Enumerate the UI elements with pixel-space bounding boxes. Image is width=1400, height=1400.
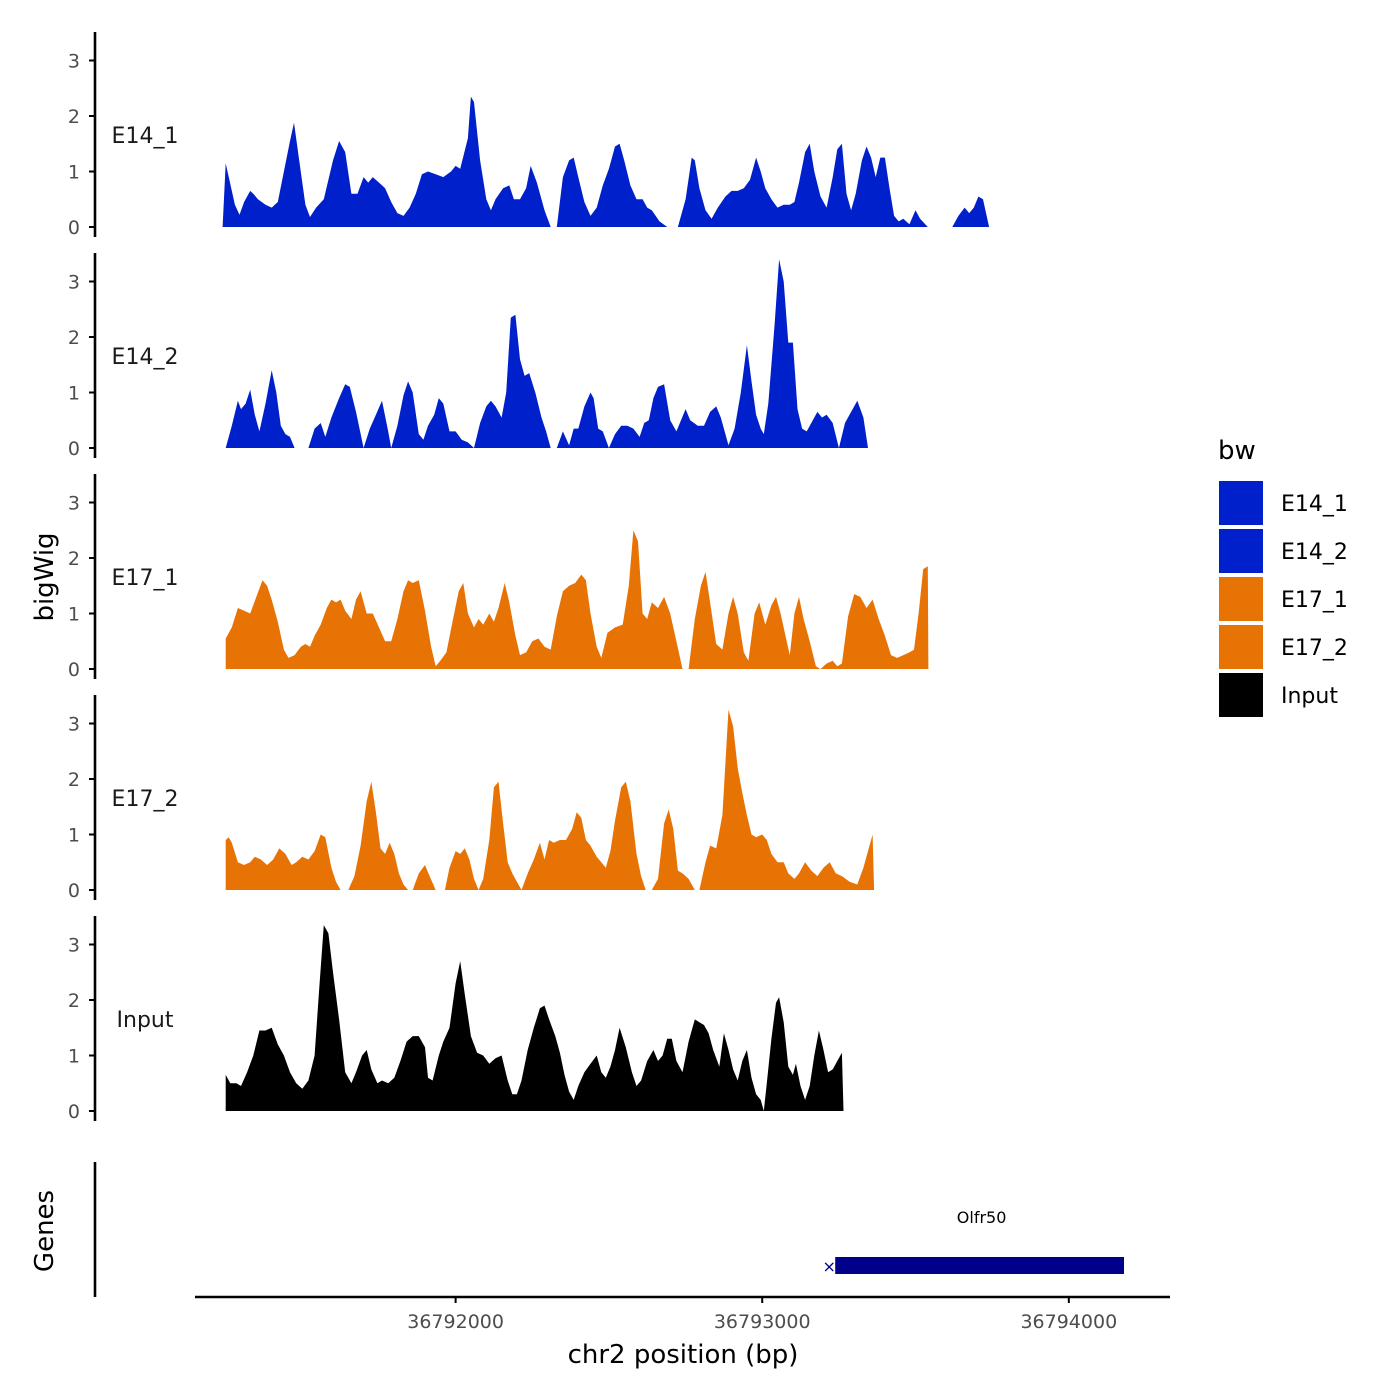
coverage-area-e17-2 [225,709,875,890]
y-tick-label: 3 [68,935,80,957]
y-tick-label: 3 [68,714,80,736]
y-tick-label: 1 [68,162,80,184]
y-tick-label: 0 [68,438,80,460]
y-tick-label: 1 [68,1046,80,1068]
x-tick-label: 36792000 [407,1311,504,1333]
track-input: 0 1 2 3 Input [68,916,844,1123]
legend-label-e17-2: E17_2 [1281,636,1348,661]
legend: bw E14_1 E14_2 E17_1 E17_2 Input [1218,436,1348,717]
legend-label-input: Input [1281,684,1338,709]
coverage-tracks: 0 1 2 3 E14_1 0 1 2 3 E14_2 0 1 2 3 E17_1 0 1 2 3 E17_2 0 1 2 3… [68,32,990,1123]
y-axis-title: bigWig [30,532,60,621]
y-tick-label: 3 [68,272,80,294]
gene-body [835,1257,1125,1274]
y-tick-label: 2 [68,548,80,570]
y-tick-label: 2 [68,327,80,349]
genes-panel-title: Genes [30,1190,60,1272]
track-e17-1: 0 1 2 3 E17_1 [68,474,929,681]
legend-label-e17-1: E17_1 [1281,588,1348,613]
coverage-area-e14-2 [225,259,868,448]
y-tick-label: 1 [68,604,80,626]
track-label: E14_2 [112,345,179,370]
gene-label: Olfr50 [957,1208,1007,1227]
legend-swatch-e17-1 [1219,577,1263,621]
x-tick-label: 36793000 [714,1311,811,1333]
track-e14-1: 0 1 2 3 E14_1 [68,32,990,239]
track-label: E17_2 [112,787,179,812]
gene-panel: × Olfr50 [93,1162,1125,1297]
track-e17-2: 0 1 2 3 E17_2 [68,695,875,902]
coverage-area-e17-1 [225,530,929,669]
coverage-area-e14-1 [222,96,990,227]
y-tick-label: 2 [68,769,80,791]
legend-label-e14-1: E14_1 [1281,492,1348,517]
y-tick-label: 3 [68,493,80,515]
y-tick-label: 2 [68,990,80,1012]
x-axis: 36792000 36793000 36794000 [195,1295,1170,1333]
gene-olfr50: × Olfr50 [822,1208,1125,1276]
track-label: E17_1 [112,566,179,591]
y-tick-label: 1 [68,383,80,405]
x-tick-label: 36794000 [1020,1311,1117,1333]
x-axis-title: chr2 position (bp) [568,1340,799,1370]
legend-swatch-e17-2 [1219,625,1263,669]
track-label: E14_1 [112,124,179,149]
y-tick-label: 2 [68,106,80,128]
coverage-area-input [225,925,844,1111]
legend-label-e14-2: E14_2 [1281,540,1348,565]
legend-swatch-e14-1 [1219,481,1263,525]
y-tick-label: 0 [68,880,80,902]
y-tick-label: 1 [68,825,80,847]
legend-title: bw [1218,436,1256,466]
legend-swatch-e14-2 [1219,529,1263,573]
y-tick-label: 0 [68,659,80,681]
y-tick-label: 3 [68,51,80,73]
track-e14-2: 0 1 2 3 E14_2 [68,253,868,460]
y-tick-label: 0 [68,217,80,239]
gene-strand-marker: × [822,1257,835,1276]
track-label: Input [117,1008,174,1033]
y-tick-label: 0 [68,1101,80,1123]
legend-swatch-input [1219,673,1263,717]
